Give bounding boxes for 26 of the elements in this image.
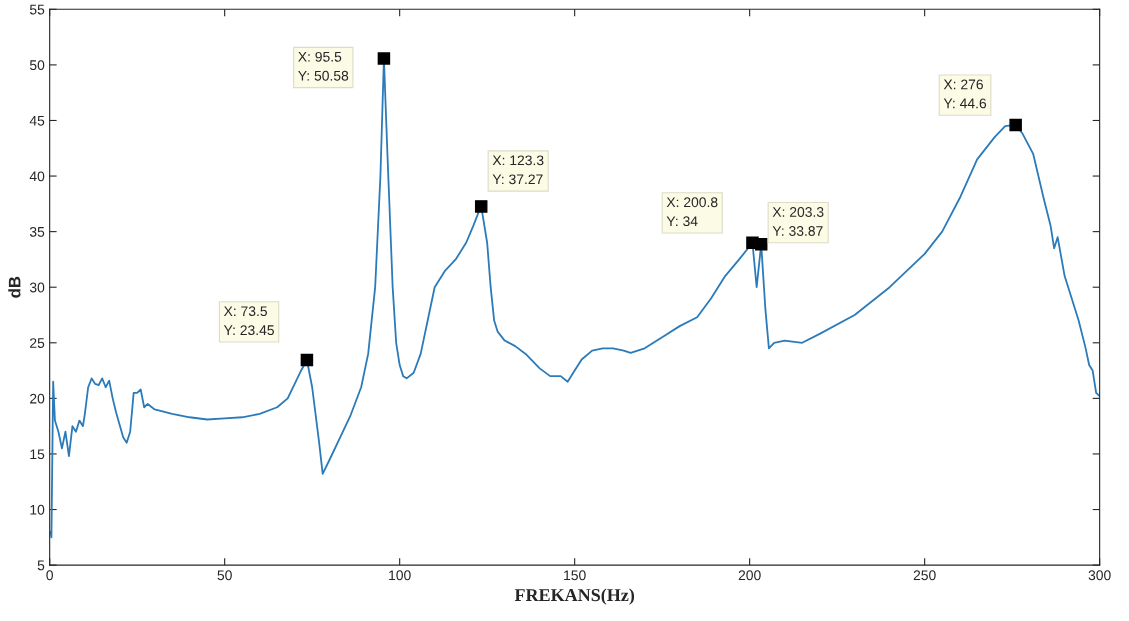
y-tick-label: 45	[29, 115, 45, 126]
y-tick-label: 5	[37, 560, 45, 571]
y-tick-label: 25	[30, 338, 45, 348]
y-tick-label: 20	[30, 393, 45, 404]
y-tick-label: 10	[30, 504, 45, 515]
annotation: X: 73.5 Y: 23.45	[223, 306, 274, 336]
y-tick-label: 15	[30, 449, 45, 460]
annotation: X: 95.5 Y: 50.58	[298, 51, 349, 81]
y-tick-label: 40	[29, 171, 45, 182]
x-tick-label: 150	[564, 570, 586, 581]
x-tick-label: 250	[913, 570, 936, 581]
y-axis-title: dB	[8, 276, 21, 298]
annotation: X: 200.8 Y: 34	[666, 197, 718, 227]
x-tick-label: 300	[1088, 570, 1111, 581]
x-tick-label: 200	[738, 570, 761, 581]
y-tick-label: 55	[29, 4, 45, 15]
annotation: X: 276 Y: 44.6	[943, 79, 987, 109]
x-tick-label: 0	[46, 570, 53, 581]
x-tick-label: 100	[389, 570, 411, 581]
y-tick-label: 35	[29, 226, 45, 237]
y-tick-label: 50	[29, 60, 45, 71]
y-tick-label: 30	[29, 282, 45, 293]
annotation: X: 203.3 Y: 33.87	[772, 207, 824, 236]
x-axis-title: FREKANS(Hz)	[514, 588, 635, 605]
x-tick-label: 50	[217, 570, 232, 581]
annotation: X: 123.3 Y: 37.27	[492, 155, 544, 185]
